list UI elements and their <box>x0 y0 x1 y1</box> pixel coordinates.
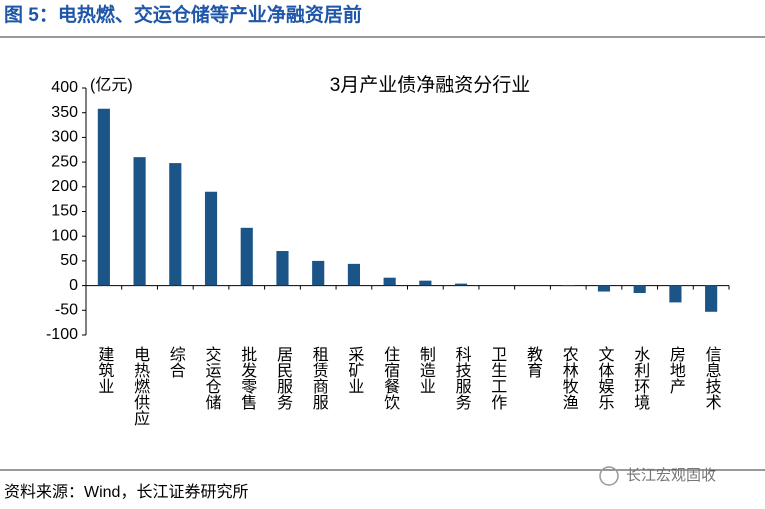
y-tick-label: 0 <box>69 277 78 294</box>
x-tick-label: 房地产 <box>667 346 686 394</box>
y-tick-label: -100 <box>46 326 78 343</box>
source-note: 资料来源：Wind，长江证券研究所 <box>4 483 248 501</box>
y-tick-label: -50 <box>55 302 78 319</box>
bar <box>419 280 432 286</box>
y-tick-label: 400 <box>51 79 78 96</box>
bar <box>347 263 360 286</box>
bar <box>204 191 218 286</box>
bar <box>169 163 182 286</box>
x-tick-label: 科技服务 <box>453 346 472 411</box>
x-tick-label: 批发零售 <box>238 346 257 410</box>
x-tick-label: 交运仓储 <box>203 346 222 410</box>
x-tick-label: 建筑业 <box>95 346 114 394</box>
watermark-icon <box>599 466 619 486</box>
bar <box>97 108 110 286</box>
x-tick-label: 农林牧渔 <box>560 346 579 410</box>
x-tick-label: 制造业 <box>417 346 436 394</box>
x-tick-label: 租赁商服 <box>310 346 329 411</box>
bar <box>633 285 646 294</box>
bar <box>597 285 611 292</box>
bar <box>705 285 718 312</box>
bar <box>312 260 325 286</box>
x-tick-label: 水利环境 <box>631 346 650 411</box>
x-tick-label: 采矿业 <box>345 346 364 394</box>
y-tick-label: 250 <box>51 153 78 170</box>
x-tick-label: 文体娱乐 <box>595 346 614 410</box>
y-axis-label: (亿元) <box>90 76 133 94</box>
chart-title: 3月产业债净融资分行业 <box>330 74 531 96</box>
y-tick-label: 150 <box>51 203 78 220</box>
y-tick-label: 200 <box>51 178 78 195</box>
bar <box>133 157 146 286</box>
watermark: 长江宏观固收 <box>626 467 716 484</box>
y-tick-label: 300 <box>51 129 78 146</box>
bar <box>276 251 289 286</box>
y-tick-label: 100 <box>51 227 78 244</box>
x-tick-label: 居民服务 <box>274 346 293 411</box>
x-tick-label: 卫生工作 <box>488 346 507 410</box>
y-tick-label: 350 <box>51 104 78 121</box>
x-tick-label: 教育 <box>524 346 543 379</box>
bar <box>455 283 468 286</box>
bar <box>240 227 253 286</box>
x-tick-label: 电热燃供应 <box>131 346 150 426</box>
y-tick-label: 50 <box>60 252 78 269</box>
bar <box>669 285 682 303</box>
x-tick-label: 综合 <box>167 346 186 378</box>
page-title: 图 5：电热燃、交运仓储等产业净融资居前 <box>4 3 362 26</box>
bar <box>383 277 396 286</box>
x-tick-label: 住宿餐饮 <box>381 346 400 410</box>
x-tick-label: 信息技术 <box>703 346 722 410</box>
